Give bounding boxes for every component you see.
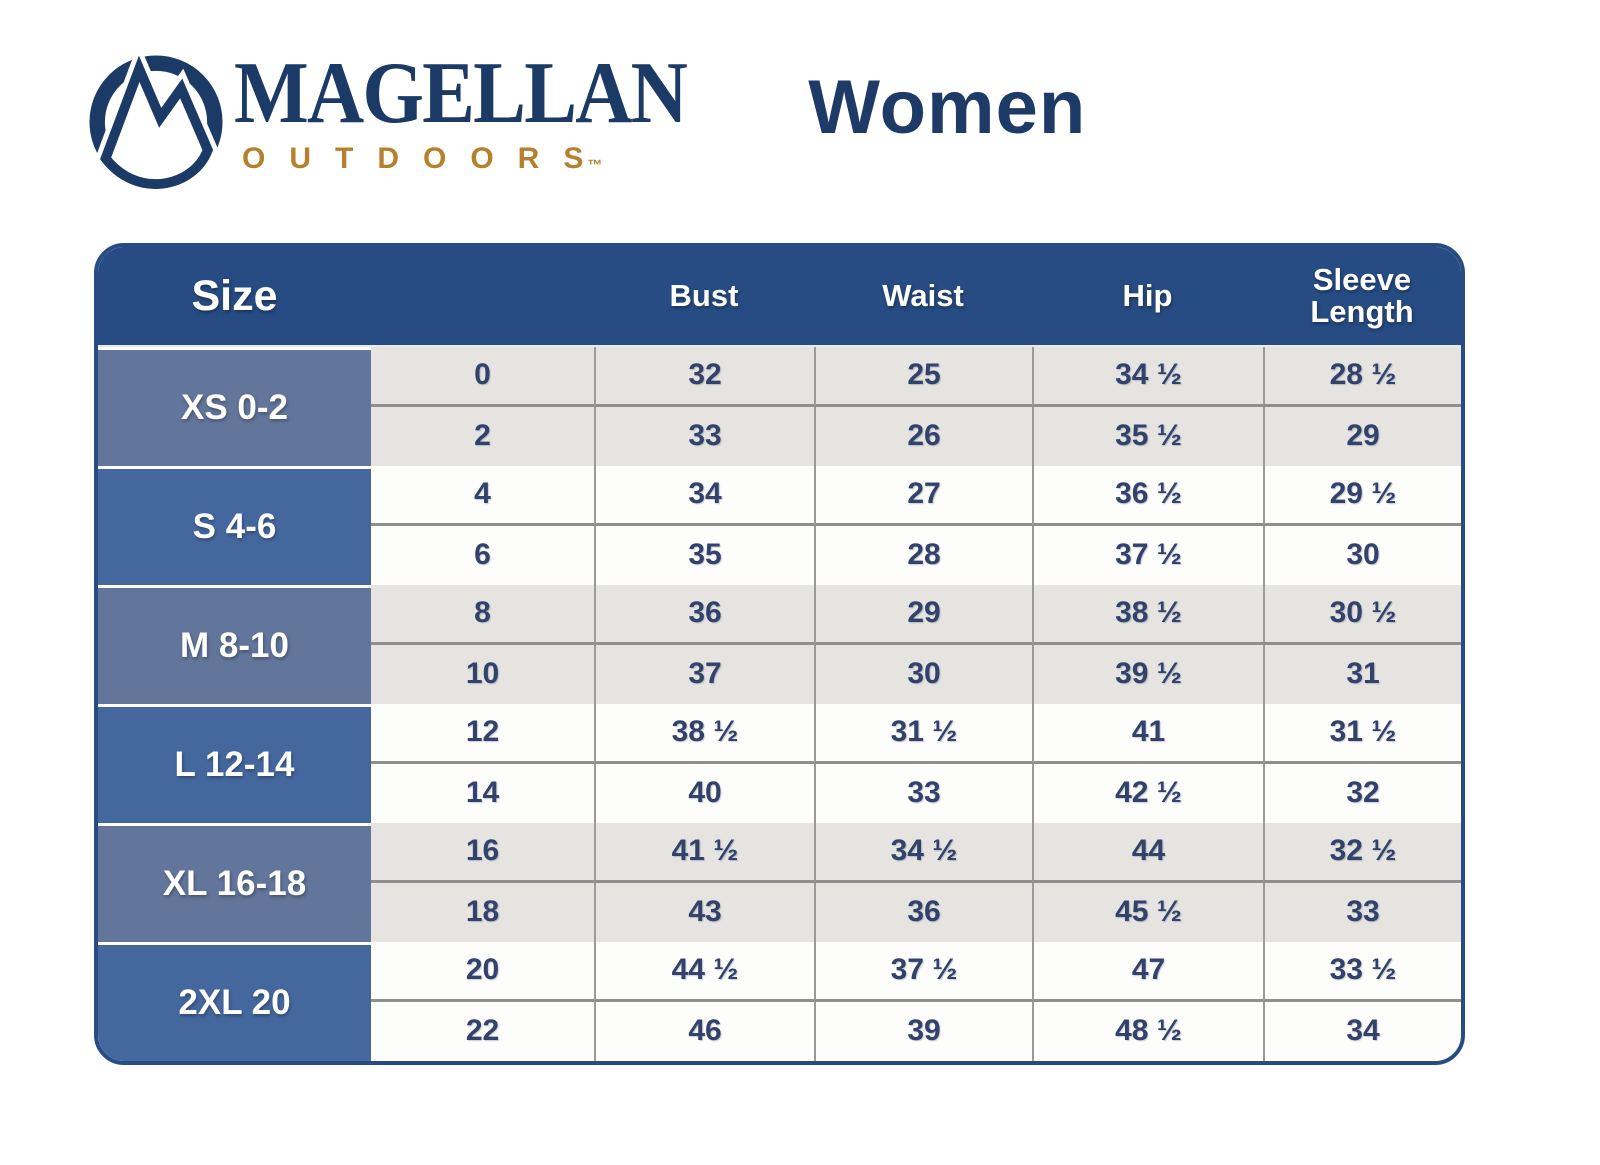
header-bust: Bust	[669, 277, 739, 313]
measurement-cell: 16	[371, 823, 594, 883]
measurement-cell: 18	[371, 882, 594, 942]
size-group-cell: XS 0-2	[98, 347, 371, 466]
brand-header: MAGELLAN OUTDOORS™ Women	[86, 45, 1087, 192]
measurement-cell: 34	[594, 466, 814, 526]
measurement-cell: 31	[1263, 644, 1461, 704]
measurement-cell: 32 ½	[1263, 823, 1461, 883]
measurement-cell: 33	[1263, 882, 1461, 942]
measurement-cell: 41 ½	[594, 823, 814, 883]
measurement-cell: 33	[814, 763, 1032, 823]
mountain-circle-icon	[89, 52, 223, 192]
measurement-cell: 39 ½	[1032, 644, 1263, 704]
header-hip: Hip	[1122, 277, 1173, 313]
measurement-cell: 37 ½	[1032, 525, 1263, 585]
measurement-cell: 46	[594, 1001, 814, 1061]
measurement-cell: 22	[371, 1001, 594, 1061]
brand-subtitle: OUTDOORS™	[242, 142, 736, 176]
measurement-cell: 36	[594, 585, 814, 645]
measurement-cell: 8	[371, 585, 594, 645]
measurement-cell: 42 ½	[1032, 763, 1263, 823]
measurement-cell: 38 ½	[1032, 585, 1263, 645]
measurement-cell: 30	[814, 644, 1032, 704]
measurement-cell: 28 ½	[1263, 347, 1461, 407]
measurement-cell: 30	[1263, 525, 1461, 585]
measurement-cell: 35	[594, 525, 814, 585]
size-group-cell: S 4-6	[98, 466, 371, 585]
measurement-cell: 35 ½	[1032, 406, 1263, 466]
size-group-cell: M 8-10	[98, 585, 371, 704]
brand-subtitle-text: OUTDOORS	[242, 141, 608, 175]
measurement-cell: 39	[814, 1001, 1032, 1061]
measurement-cell: 20	[371, 942, 594, 1002]
brand-name: MAGELLAN	[234, 45, 688, 142]
brand-text: MAGELLAN OUTDOORS™	[234, 45, 736, 176]
measurement-cell: 41	[1032, 704, 1263, 764]
size-group-cell: 2XL 20	[98, 942, 371, 1061]
size-group-cell: XL 16-18	[98, 823, 371, 942]
measurement-cell: 48 ½	[1032, 1001, 1263, 1061]
measurement-cell: 32	[594, 347, 814, 407]
header-sleeve-length: Sleeve Length	[1310, 261, 1414, 329]
measurement-cell: 44 ½	[594, 942, 814, 1002]
trademark-symbol: ™	[587, 156, 603, 174]
measurement-cell: 37	[594, 644, 814, 704]
measurement-cell: 45 ½	[1032, 882, 1263, 942]
measurement-cell: 36	[814, 882, 1032, 942]
measurement-cell: 43	[594, 882, 814, 942]
measurement-cell: 4	[371, 466, 594, 526]
measurement-cell: 40	[594, 763, 814, 823]
measurement-cell: 36 ½	[1032, 466, 1263, 526]
measurement-cell: 12	[371, 704, 594, 764]
measurement-cell: 0	[371, 347, 594, 407]
measurement-cell: 27	[814, 466, 1032, 526]
measurement-cell: 6	[371, 525, 594, 585]
measurement-cell: 10	[371, 644, 594, 704]
measurement-cell: 34 ½	[1032, 347, 1263, 407]
measurement-cell: 47	[1032, 942, 1263, 1002]
measurement-cell: 38 ½	[594, 704, 814, 764]
measurement-cell: 29 ½	[1263, 466, 1461, 526]
size-group-cell: L 12-14	[98, 704, 371, 823]
size-chart-table: Size Bust Waist Hip Sleeve Length XS 0-2…	[94, 243, 1465, 1065]
header-waist: Waist	[882, 277, 964, 313]
measurement-cell: 33 ½	[1263, 942, 1461, 1002]
measurement-cell: 33	[594, 406, 814, 466]
measurement-cell: 14	[371, 763, 594, 823]
page-title: Women	[808, 65, 1087, 150]
table-header-row: Size Bust Waist Hip Sleeve Length	[98, 247, 1461, 347]
measurement-cell: 31 ½	[814, 704, 1032, 764]
measurement-cell: 29	[1263, 406, 1461, 466]
measurement-cell: 25	[814, 347, 1032, 407]
measurement-cell: 32	[1263, 763, 1461, 823]
measurement-cell: 28	[814, 525, 1032, 585]
measurement-cell: 31 ½	[1263, 704, 1461, 764]
measurement-cell: 34 ½	[814, 823, 1032, 883]
measurement-cell: 26	[814, 406, 1032, 466]
measurement-cell: 34	[1263, 1001, 1461, 1061]
measurement-cell: 44	[1032, 823, 1263, 883]
measurement-cell: 30 ½	[1263, 585, 1461, 645]
header-size: Size	[191, 271, 278, 320]
measurement-cell: 37 ½	[814, 942, 1032, 1002]
measurement-cell: 2	[371, 406, 594, 466]
size-table-body: XS 0-2 0 32 25 34 ½ 28 ½ 2 33 26 35 ½ 29 S 4-6 4 34 27…	[98, 347, 1461, 1061]
measurement-cell: 29	[814, 585, 1032, 645]
